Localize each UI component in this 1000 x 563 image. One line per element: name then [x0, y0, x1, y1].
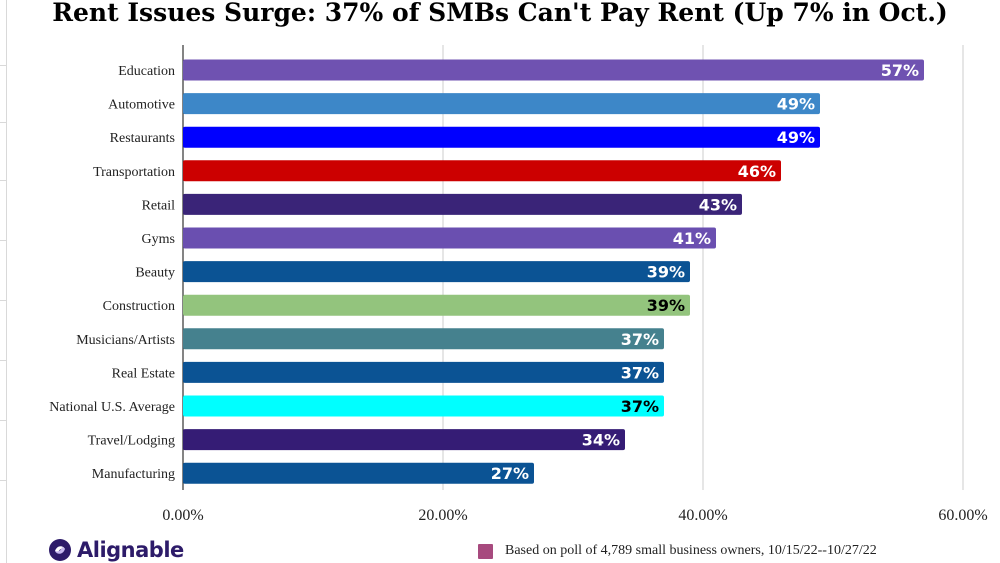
data-label: 37% [621, 363, 659, 382]
category-label: Education [118, 64, 175, 79]
chart-title: Rent Issues Surge: 37% of SMBs Can't Pay… [52, 0, 948, 27]
bar [183, 261, 690, 283]
bar [183, 294, 690, 316]
category-label: Restaurants [110, 131, 175, 146]
category-label: Manufacturing [92, 467, 175, 482]
data-label: 39% [647, 263, 685, 282]
category-label: Gyms [142, 232, 175, 247]
sheet-row-tick [0, 65, 7, 66]
bar [183, 395, 664, 417]
data-label: 39% [647, 296, 685, 315]
alignable-logo-text: Alignable [77, 538, 184, 562]
data-label: 27% [491, 464, 529, 483]
bar [183, 160, 781, 182]
category-label: Real Estate [112, 366, 175, 381]
x-tick-label: 20.00% [418, 507, 467, 524]
data-label: 57% [881, 61, 919, 80]
category-label: Retail [142, 198, 176, 213]
bar [183, 126, 820, 148]
x-tick-label: 60.00% [938, 507, 987, 524]
category-label: National U.S. Average [49, 400, 175, 415]
data-label: 41% [673, 229, 711, 248]
sheet-row-tick [0, 420, 7, 421]
bar [183, 193, 742, 215]
category-label: Automotive [108, 98, 175, 113]
sheet-row-tick [0, 360, 7, 361]
bar [183, 93, 820, 115]
bar [183, 361, 664, 383]
data-label: 49% [777, 128, 815, 147]
category-label: Construction [103, 299, 175, 314]
category-label: Beauty [135, 266, 175, 281]
data-label: 34% [582, 431, 620, 450]
bar [183, 227, 716, 249]
data-label: 37% [621, 397, 659, 416]
bar [183, 328, 664, 350]
data-label: 49% [777, 95, 815, 114]
alignable-logo: Alignable [48, 537, 184, 563]
sheet-row-tick [0, 240, 7, 241]
data-label: 43% [699, 195, 737, 214]
sheet-row-tick [0, 122, 7, 123]
sheet-row-tick [0, 300, 7, 301]
bar [183, 59, 924, 81]
footnote-text: Based on poll of 4,789 small business ow… [505, 543, 877, 558]
x-tick-label: 40.00% [678, 507, 727, 524]
x-tick-label: 0.00% [162, 507, 203, 524]
category-label: Travel/Lodging [88, 434, 175, 449]
data-label: 37% [621, 330, 659, 349]
sheet-row-tick [0, 180, 7, 181]
sheet-gridline [6, 0, 7, 563]
alignable-logo-icon [49, 539, 71, 561]
category-label: Transportation [93, 165, 175, 180]
sheet-row-tick [0, 480, 7, 481]
data-label: 46% [738, 162, 776, 181]
bar [183, 462, 534, 484]
bar [183, 429, 625, 451]
footnote-swatch [478, 543, 493, 559]
category-label: Musicians/Artists [76, 333, 175, 348]
footnote: Based on poll of 4,789 small business ow… [478, 543, 877, 559]
